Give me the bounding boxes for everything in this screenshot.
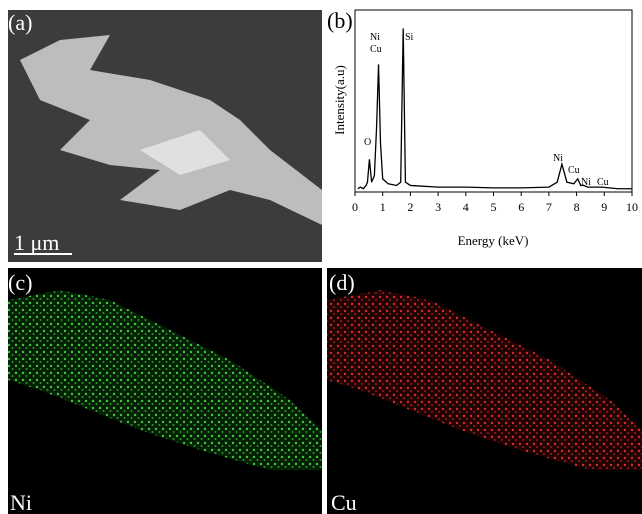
panel-label: (c): [8, 270, 32, 295]
map-label: Cu: [331, 490, 357, 514]
map-label: Ni: [10, 490, 32, 514]
x-tick-label: 7: [546, 200, 552, 214]
x-tick-label: 1: [380, 200, 386, 214]
peak-label: Ni: [581, 177, 591, 188]
peak-label: Cu: [597, 177, 609, 188]
peak-label: Si: [405, 32, 414, 43]
x-tick-label: 2: [407, 200, 413, 214]
x-tick-label: 3: [435, 200, 441, 214]
x-axis-label: Energy (keV): [458, 233, 529, 248]
peak-label: Cu: [568, 165, 580, 176]
panel-label: (b): [327, 8, 353, 33]
peak-label: Ni: [370, 32, 380, 43]
dendrite-branch: [140, 130, 230, 175]
x-tick-label: 5: [491, 200, 497, 214]
x-tick-label: 0: [352, 200, 358, 214]
x-tick-label: 8: [574, 200, 580, 214]
peak-label: O: [364, 137, 371, 148]
x-tick-label: 4: [463, 200, 469, 214]
y-axis-label: Intensity(a.u): [332, 65, 347, 135]
panel-label: (d): [329, 270, 355, 295]
peak-label: Ni: [553, 153, 563, 164]
scale-bar-label: 1 μm: [14, 230, 59, 255]
x-tick-label: 10: [626, 200, 638, 214]
peak-label: Cu: [370, 44, 382, 55]
panel-label: (a): [8, 10, 32, 35]
dendrite: [20, 35, 322, 225]
x-tick-label: 9: [601, 200, 607, 214]
ni-signal: [8, 290, 322, 470]
spectrum-line: [357, 28, 632, 190]
plot-frame: [354, 9, 633, 193]
cu-signal: [327, 290, 642, 470]
x-tick-label: 6: [518, 200, 524, 214]
